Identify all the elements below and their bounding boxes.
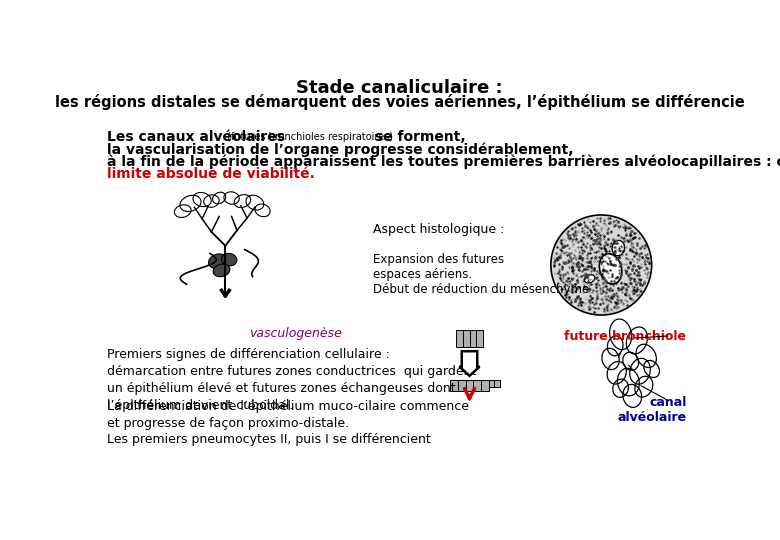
Text: (futures bronchioles respiratoires): (futures bronchioles respiratoires)	[227, 132, 393, 142]
Text: Expansion des futures
espaces aériens.
Début de réduction du mésenchyme: Expansion des futures espaces aériens. D…	[373, 253, 589, 296]
Bar	[450, 380, 458, 390]
Circle shape	[551, 215, 651, 315]
Bar	[481, 380, 489, 390]
Bar	[470, 330, 477, 347]
Text: La différenciation de l’épithélium muco-cilaire commence
et progresse de façon p: La différenciation de l’épithélium muco-…	[107, 400, 469, 430]
Text: canal
alvéolaire: canal alvéolaire	[618, 396, 686, 424]
Bar	[456, 330, 463, 347]
Text: à la fin de la période apparaissent les toutes premières barrières alvéolocapill: à la fin de la période apparaissent les …	[107, 155, 780, 170]
Ellipse shape	[222, 253, 237, 266]
Text: les régions distales se démarquent des voies aériennes, l’épithélium se différen: les régions distales se démarquent des v…	[55, 94, 745, 110]
Bar	[473, 380, 481, 390]
Text: Stade canaliculaire :: Stade canaliculaire :	[296, 79, 503, 97]
Text: la vascularisation de l’organe progresse considérablement,: la vascularisation de l’organe progresse…	[107, 143, 573, 157]
Text: Aspect histologique :: Aspect histologique :	[373, 222, 504, 235]
Ellipse shape	[584, 275, 595, 283]
Text: se forment,: se forment,	[370, 130, 466, 144]
Ellipse shape	[612, 240, 625, 256]
Ellipse shape	[213, 264, 230, 276]
Ellipse shape	[599, 254, 622, 284]
Bar	[477, 330, 484, 347]
Text: Les premiers pneumocytes II, puis I se différencient: Les premiers pneumocytes II, puis I se d…	[107, 433, 431, 446]
Text: vasculogenèse: vasculogenèse	[249, 327, 342, 340]
Text: future bronchiole: future bronchiole	[565, 330, 686, 343]
Ellipse shape	[208, 254, 227, 268]
Bar	[463, 330, 470, 347]
Bar	[458, 380, 466, 390]
Bar	[466, 380, 473, 390]
Text: Premiers signes de différenciation cellulaire :
démarcation entre futures zones : Premiers signes de différenciation cellu…	[107, 348, 476, 412]
FancyArrow shape	[459, 351, 480, 376]
Bar	[495, 380, 500, 387]
Bar	[489, 380, 495, 387]
Text: limite absolue de viabilité.: limite absolue de viabilité.	[107, 167, 314, 181]
Text: Les canaux alvéolaires: Les canaux alvéolaires	[107, 130, 289, 144]
